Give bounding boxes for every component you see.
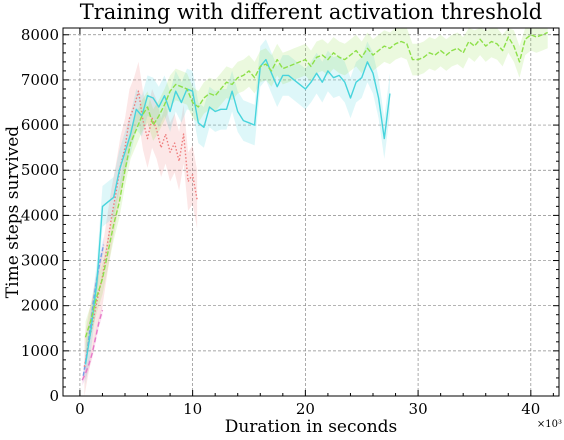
y-tick-label: 4000 xyxy=(21,206,59,224)
series-line-3 xyxy=(84,58,391,365)
confidence-bands xyxy=(82,28,548,397)
grid xyxy=(63,28,559,397)
x-tick-label: 40 xyxy=(521,400,540,418)
y-tick-label: 1000 xyxy=(21,342,59,360)
series-band-0 xyxy=(82,304,103,386)
series-band-4 xyxy=(85,28,548,354)
x-tick-label: 30 xyxy=(409,400,428,418)
y-tick-label: 3000 xyxy=(21,252,59,270)
plot-frame xyxy=(62,27,560,397)
y-tick-label: 2000 xyxy=(21,297,59,315)
y-tick-label: 0 xyxy=(49,387,59,405)
y-tick-label: 7000 xyxy=(21,71,59,89)
x-tick-label: 0 xyxy=(75,400,85,418)
x-tick-label: 10 xyxy=(183,400,202,418)
y-tick-label: 6000 xyxy=(21,116,59,134)
y-tick-label: 8000 xyxy=(21,26,59,44)
axis-ticks: 0 10 20 30 40 0 1000 2000 3000 4000 5000 6000 7000 80… xyxy=(21,26,559,418)
series-line-0 xyxy=(81,309,104,381)
x-axis-label: Duration in seconds xyxy=(225,417,398,437)
y-tick-label: 5000 xyxy=(21,161,59,179)
x-multiplier-label: ×10³ xyxy=(537,419,562,430)
series-band-3 xyxy=(85,39,390,385)
chart-title: Training with different activation thres… xyxy=(80,0,542,24)
y-axis-label: Time steps survived xyxy=(3,126,23,298)
series-lines xyxy=(81,31,548,381)
x-tick-label: 20 xyxy=(296,400,315,418)
series-line-4 xyxy=(84,31,548,338)
